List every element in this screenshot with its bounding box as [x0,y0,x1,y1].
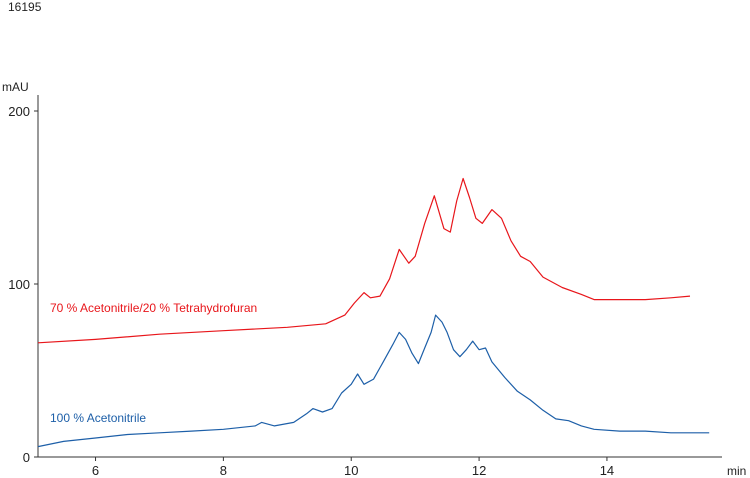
x-axis-unit: min [727,464,746,478]
series-line-0 [37,177,691,344]
series-label-0: 70 % Acetonitrile/20 % Tetrahydrofuran [50,301,257,315]
x-tick-label: 10 [344,463,358,478]
x-tick-label: 12 [472,463,486,478]
y-tick-label: 0 [23,450,30,465]
series-label-1: 100 % Acetonitrile [50,411,146,425]
x-tick-label: 6 [92,463,99,478]
y-axis-unit: mAU [2,80,29,94]
series-line-1 [37,314,710,448]
figure-id: 16195 [8,0,42,14]
y-tick-label: 200 [8,104,30,119]
x-tick-label: 14 [600,463,614,478]
x-tick-label: 8 [220,463,227,478]
y-tick-label: 100 [8,277,30,292]
